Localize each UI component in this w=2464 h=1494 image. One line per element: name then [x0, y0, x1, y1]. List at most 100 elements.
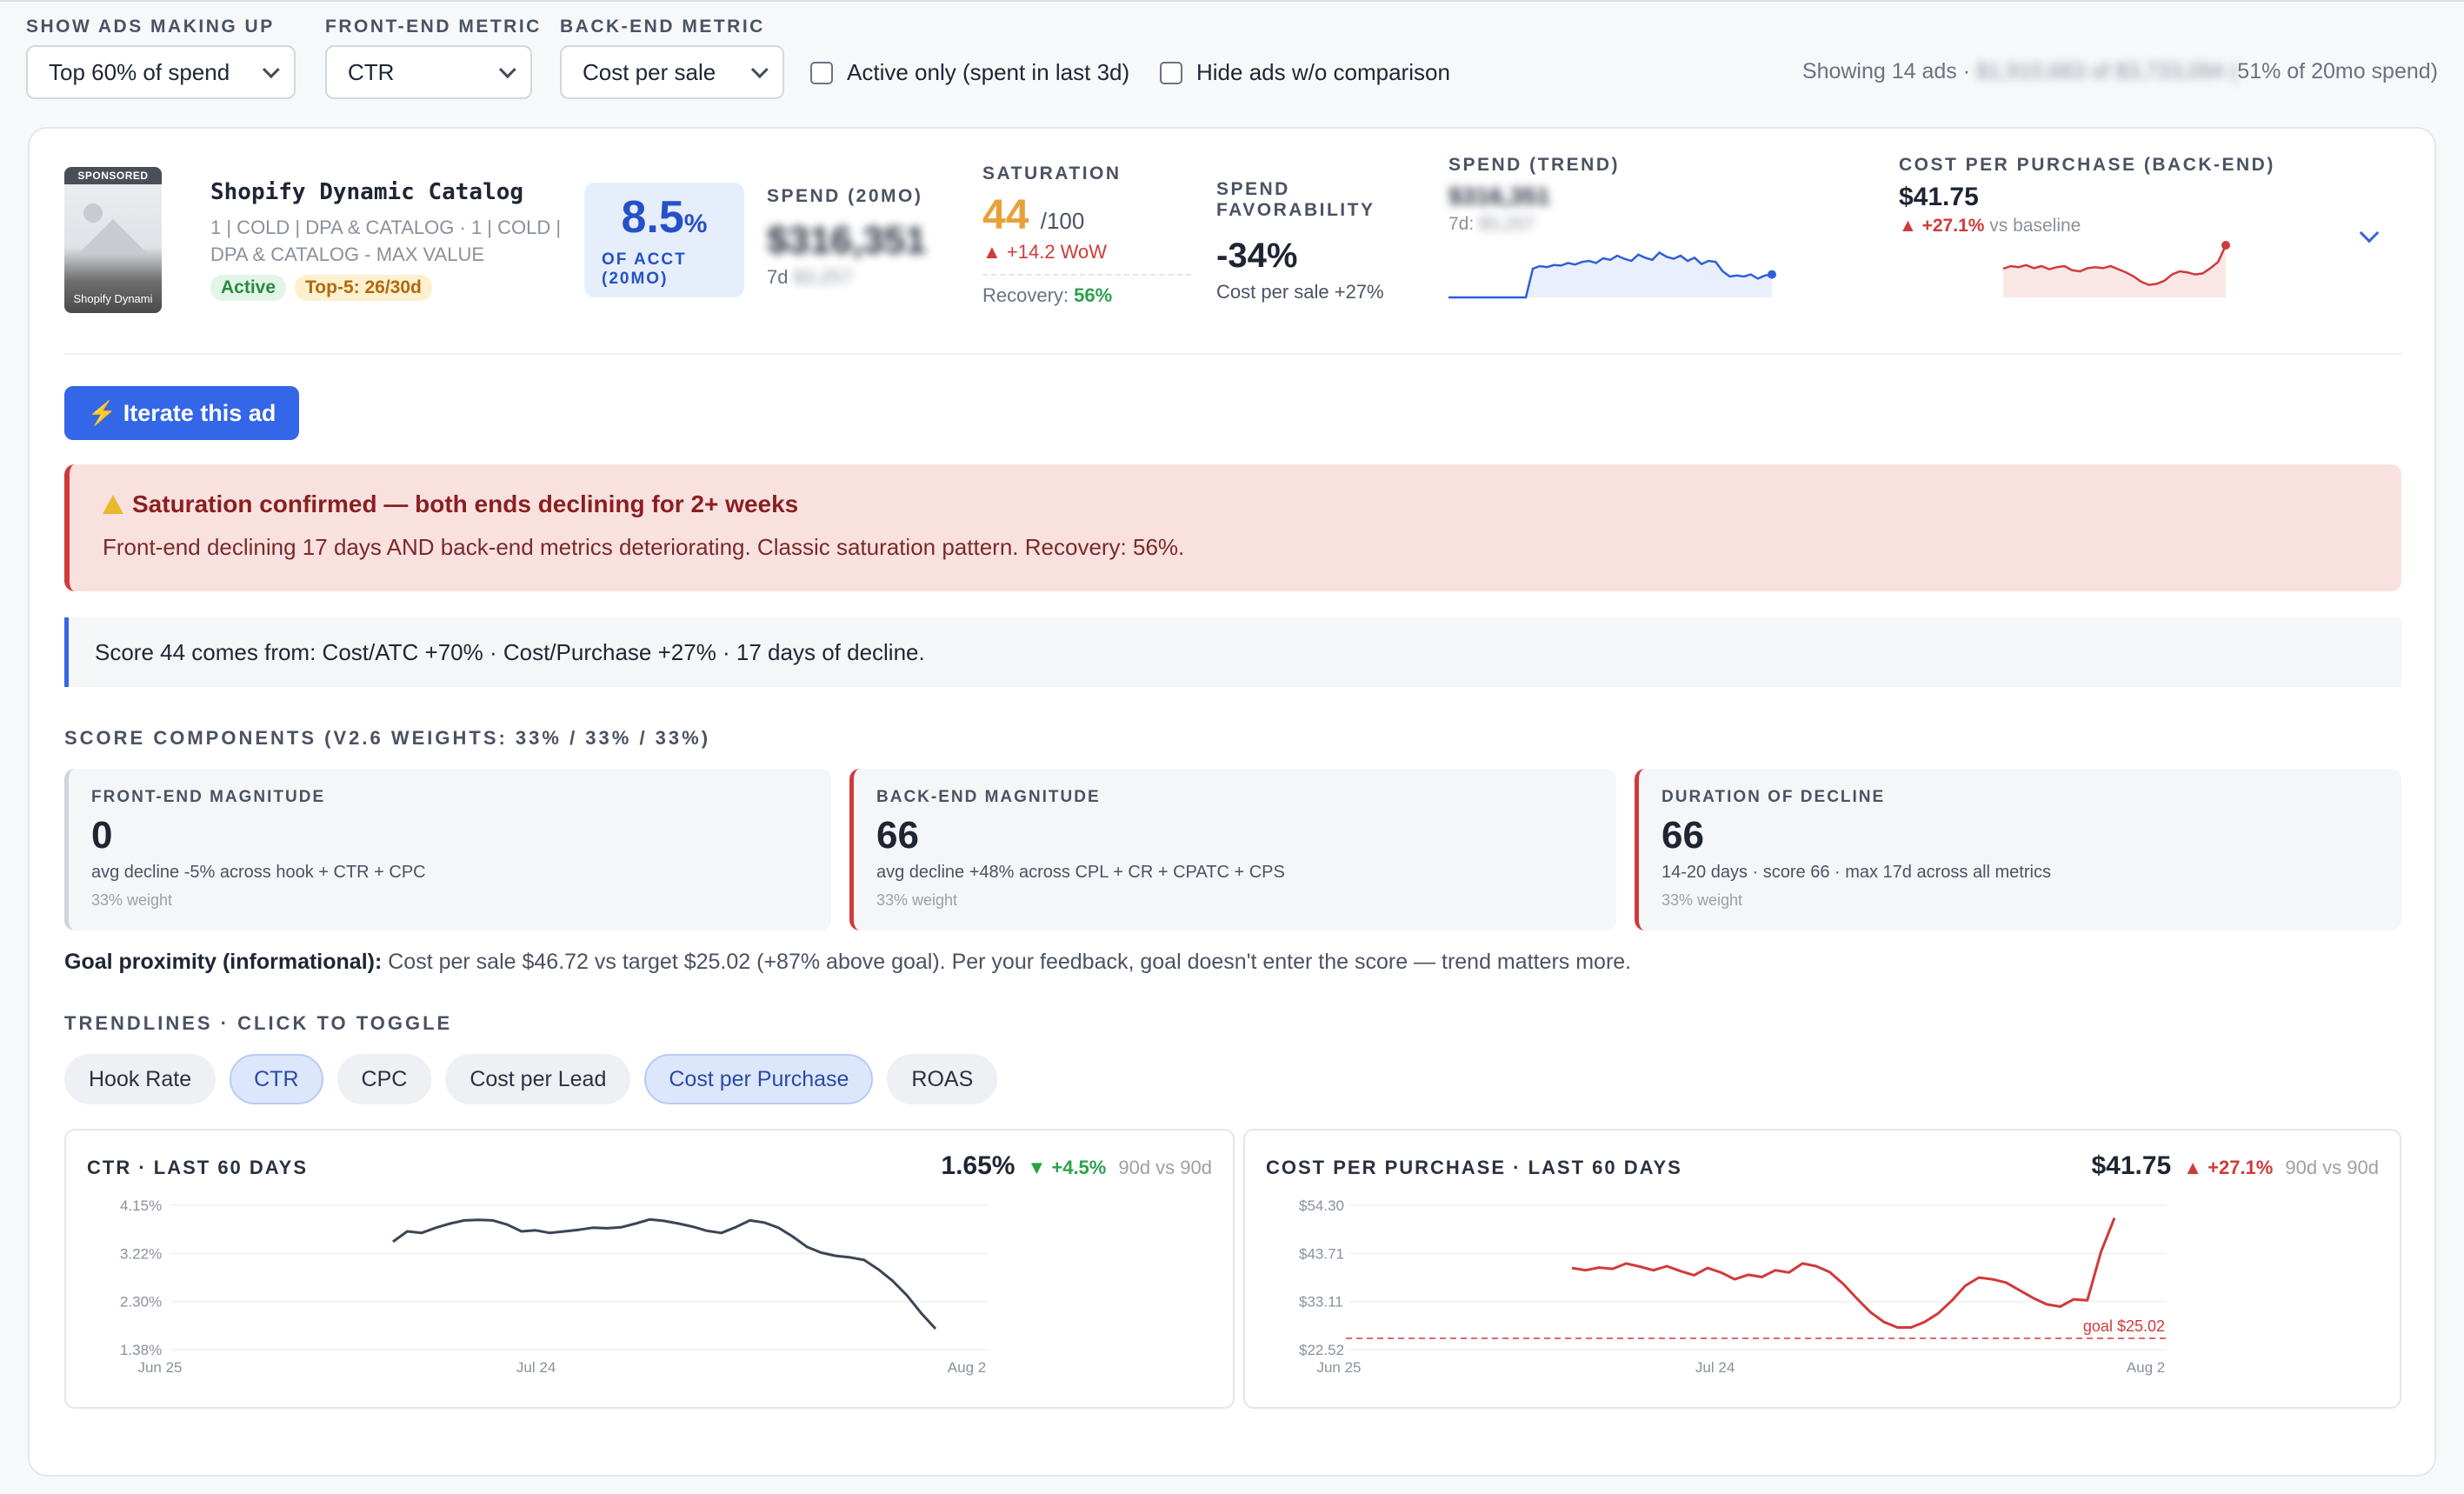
hide-no-comparison-checkbox[interactable]: Hide ads w/o comparison [1160, 59, 1450, 86]
x-tick-label: Jul 24 [516, 1359, 556, 1376]
score-components-title: SCORE COMPONENTS (V2.6 WEIGHTS: 33% / 33… [64, 727, 711, 749]
recovery-line: Recovery: 56% [982, 274, 1191, 307]
warning-icon [103, 495, 123, 514]
hide-no-comparison-label: Hide ads w/o comparison [1196, 59, 1450, 85]
checkbox-icon[interactable] [810, 61, 833, 84]
status-badge: Active [210, 275, 287, 301]
cpp-change: ▲ +27.1% vs baseline [1899, 216, 2081, 236]
pill-roas[interactable]: ROAS [887, 1054, 998, 1104]
front-end-value: CTR [348, 58, 395, 85]
chevron-down-icon [498, 61, 516, 79]
chart-summary: $41.75 ▲ +27.1% 90d vs 90d [2091, 1151, 2379, 1180]
showing-summary: Showing 14 ads · $1,910,683 of $3,733,09… [1802, 59, 2438, 84]
pill-cost-per-purchase[interactable]: Cost per Purchase [644, 1054, 874, 1104]
favorability-sub: Cost per sale +27% [1216, 281, 1384, 303]
component-back-end: BACK-END MAGNITUDE 66 avg decline +48% a… [849, 769, 1616, 930]
sparkline-line [1448, 250, 1773, 299]
ctr-chart: 4.15% 3.22% 2.30% 1.38%Jun 25 Jul 24 Aug 2 [120, 1197, 988, 1376]
chart-title: COST PER PURCHASE · LAST 60 DAYS [1266, 1157, 1682, 1178]
spend-trend-7d: 7d: $3,257 [1448, 214, 1535, 234]
y-tick-label: $43.71 [1299, 1245, 1344, 1262]
expand-chevron-icon[interactable] [2359, 223, 2380, 243]
front-end-select[interactable]: CTR [325, 45, 532, 99]
cpp-label: COST PER PURCHASE (BACK-END) [1899, 155, 2275, 175]
y-tick-label: 3.22% [120, 1245, 162, 1262]
active-only-checkbox[interactable]: Active only (spent in last 3d) [810, 59, 1129, 86]
sparkline-line [2002, 244, 2228, 286]
component-value: 66 [1662, 814, 1704, 857]
back-end-filter: BACK-END METRIC Cost per sale [560, 14, 784, 99]
component-desc: 14-20 days · score 66 · max 17d across a… [1662, 863, 2051, 882]
pill-hook-rate[interactable]: Hook Rate [64, 1054, 216, 1104]
component-weight: 33% weight [91, 891, 173, 909]
spend-trend-label: SPEND (TREND) [1448, 155, 1621, 175]
ad-card: SPONSORED Shopify Dynami Shopify Dynamic… [28, 127, 2436, 1477]
component-duration: DURATION OF DECLINE 66 14-20 days · scor… [1635, 769, 2401, 930]
thumbnail-caption: Shopify Dynami [73, 292, 153, 305]
goal-proximity: Goal proximity (informational): Cost per… [64, 950, 1632, 974]
back-end-value: Cost per sale [583, 58, 716, 85]
component-weight: 33% weight [1662, 891, 1743, 909]
x-tick-label: Aug 2 [2127, 1359, 2165, 1376]
sponsored-badge: SPONSORED [64, 167, 162, 184]
ad-title: Shopify Dynamic Catalog [210, 179, 524, 205]
front-end-filter: FRONT-END METRIC CTR [325, 14, 542, 99]
sparkline-area [2003, 245, 2226, 297]
back-end-label: BACK-END METRIC [560, 17, 765, 37]
saturation-value: 44 /100 [982, 192, 1085, 238]
image-placeholder-icon [83, 203, 103, 223]
trendlines-title: TRENDLINES · CLICK TO TOGGLE [64, 1012, 453, 1034]
account-share-label: OF ACCT (20MO) [602, 250, 687, 288]
y-tick-label: $22.52 [1299, 1342, 1344, 1358]
score-explanation: Score 44 comes from: Cost/ATC +70% · Cos… [64, 617, 2401, 687]
saturation-label: SATURATION [982, 163, 1122, 183]
pill-cost-per-lead[interactable]: Cost per Lead [445, 1054, 631, 1104]
y-tick-label: 1.38% [120, 1342, 162, 1358]
ad-thumbnail[interactable]: SPONSORED Shopify Dynami [64, 167, 162, 313]
component-label: FRONT-END MAGNITUDE [91, 788, 326, 806]
iterate-button[interactable]: ⚡ Iterate this ad [64, 386, 299, 440]
alert-title: Saturation confirmed — both ends declini… [103, 490, 2368, 518]
saturation-metric: SATURATION 44 /100 ▲ +14.2 WoW Recovery:… [982, 163, 1191, 307]
cpp-value: $41.75 [1899, 183, 1979, 211]
y-tick-label: 4.15% [120, 1197, 162, 1214]
y-tick-label: 2.30% [120, 1294, 162, 1311]
checkbox-icon[interactable] [1160, 61, 1182, 84]
saturation-alert: Saturation confirmed — both ends declini… [64, 464, 2401, 591]
show-ads-select[interactable]: Top 60% of spend [26, 45, 296, 99]
ctr-chart-card: 4.15% 3.22% 2.30% 1.38% Jun 25 Jul 24 Aug 2 CT… [64, 1129, 1235, 1409]
x-tick-label: Jul 24 [1695, 1359, 1735, 1376]
divider [64, 353, 2401, 355]
show-ads-value: Top 60% of spend [49, 58, 230, 85]
showing-blurred-amount: $1,910,683 of $3,733,094 ( [1976, 59, 2238, 83]
ad-subtitle: 1 | COLD | DPA & CATALOG · 1 | COLD | DP… [210, 217, 562, 265]
ad-badges: Active Top-5: 26/30d [210, 275, 432, 301]
spend-7d: 7d $3,257 [767, 266, 852, 288]
component-label: DURATION OF DECLINE [1662, 788, 1886, 806]
spend-trend-value: $316,351 [1448, 183, 1550, 210]
showing-prefix: Showing 14 ads · [1801, 59, 1971, 83]
pill-ctr[interactable]: CTR [230, 1054, 323, 1104]
mountain-icon [78, 219, 148, 254]
spend-favorability-metric: SPEND FAVORABILITY -34% Cost per sale +2… [1216, 179, 1390, 303]
component-value: 66 [876, 814, 919, 857]
spend-value: $316,351 [767, 219, 927, 262]
cost-per-purchase-metric: COST PER PURCHASE (BACK-END) $41.75 ▲ +2… [1899, 155, 2275, 297]
account-share-value: 8.5% [621, 192, 708, 243]
goal-label: goal $25.02 [2083, 1317, 2165, 1335]
spend-sparkline [1448, 250, 1776, 299]
chevron-down-icon [262, 61, 280, 79]
back-end-select[interactable]: Cost per sale [560, 45, 784, 99]
sparkline-end-dot [1768, 270, 1776, 279]
favorability-label: SPEND FAVORABILITY [1216, 179, 1375, 220]
spend-trend-metric: SPEND (TREND) $316,351 7d: $3,257 [1448, 155, 1779, 299]
series-line [1571, 1217, 2116, 1329]
component-label: BACK-END MAGNITUDE [876, 788, 1101, 806]
pill-cpc[interactable]: CPC [336, 1054, 432, 1104]
x-tick-label: Jun 25 [137, 1359, 182, 1376]
top-border [0, 0, 2464, 2]
front-end-label: FRONT-END METRIC [325, 17, 542, 37]
chart-title: CTR · LAST 60 DAYS [87, 1157, 309, 1178]
spend-metric: SPEND (20MO) $316,351 7d $3,257 [767, 186, 927, 289]
